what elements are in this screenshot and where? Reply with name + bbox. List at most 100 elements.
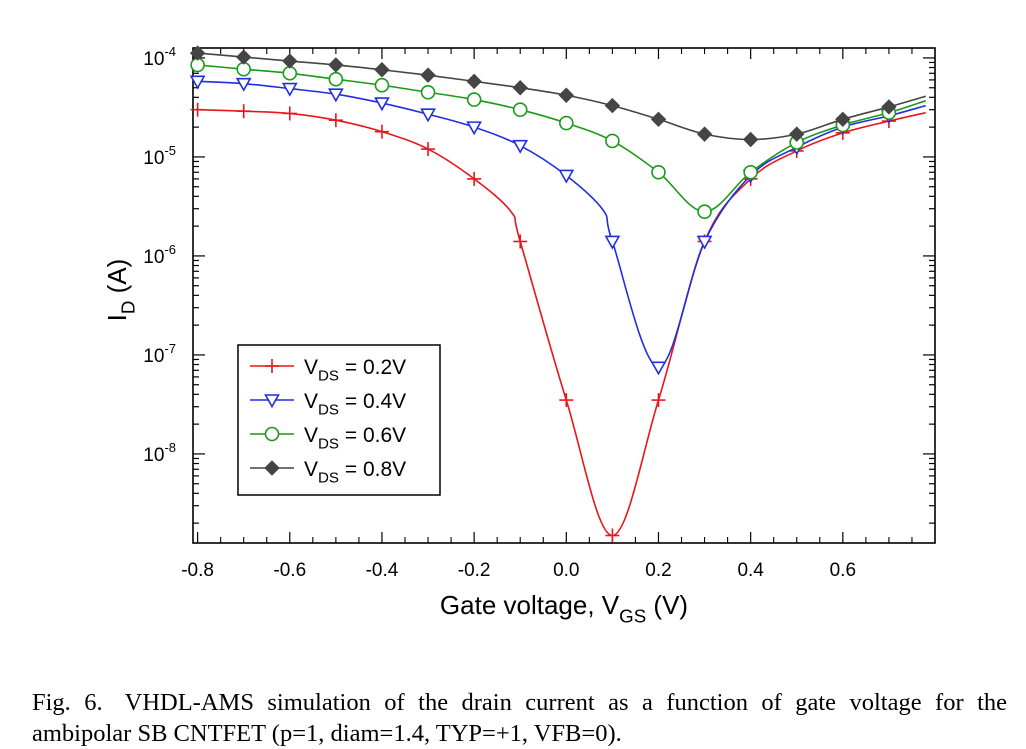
series-point [789, 126, 805, 142]
series-point [421, 142, 436, 157]
y-tick-label: 10-4 [143, 44, 176, 70]
y-axis-label-main: I [102, 314, 132, 321]
legend-label-unit: = 0.2V [339, 356, 406, 379]
series-point [466, 121, 483, 136]
caption-label: Fig. 6. [32, 688, 103, 716]
figure-caption: Fig. 6. VHDL-AMS simulation of the drain … [32, 687, 1007, 749]
series-point [650, 111, 667, 128]
chart: 10-810-710-610-510-4-0.8 -0.6 -0.4 -0.2 0.0 0… [102, 44, 936, 626]
x-tick-label: 0.4 [737, 560, 764, 581]
y-tick-label-base: 10 [143, 247, 164, 268]
series-point [559, 393, 574, 408]
series-point [235, 77, 252, 92]
x-tick-label: -0.8 [181, 560, 214, 581]
series-point [559, 115, 574, 131]
legend-label-unit: = 0.6V [339, 424, 406, 447]
y-tick-label-exp: -8 [164, 440, 176, 455]
series-point [235, 49, 252, 65]
y-tick-label-exp: -7 [164, 341, 176, 356]
series-point [743, 164, 758, 180]
legend-marker [264, 394, 280, 409]
x-tick-label: -0.2 [458, 560, 491, 581]
legend-label-main: V [304, 390, 318, 413]
legend-marker [264, 426, 280, 442]
y-tick-label-exp: -5 [164, 143, 176, 158]
series-point [466, 92, 482, 107]
series-point [651, 393, 666, 408]
series-point [605, 528, 620, 543]
series-point [420, 84, 436, 100]
series-point [605, 133, 620, 149]
series-point [696, 126, 713, 142]
series-point [512, 102, 528, 118]
series-point [651, 164, 666, 180]
legend-label-sub: DS [318, 368, 339, 385]
legend-label: VDS = 0.4V [304, 390, 406, 419]
y-tick-label-base: 10 [143, 148, 164, 169]
x-axis-label-sub: GS [619, 605, 646, 626]
legend-marker [264, 460, 280, 476]
legend-item: VDS = 0.6V [250, 424, 406, 453]
legend-item: VDS = 0.4V [250, 390, 406, 419]
series-point [236, 104, 251, 119]
legend-item: VDS = 0.8V [250, 458, 406, 487]
y-axis-label: ID (A) [102, 259, 138, 322]
series-point [189, 45, 206, 61]
series-point [374, 77, 390, 93]
series-point [189, 75, 206, 90]
series-point [696, 235, 713, 250]
x-axis-label: Gate voltage, VGS (V) [440, 590, 688, 626]
series-point [466, 73, 482, 90]
series-point [512, 139, 529, 154]
series-point [328, 57, 344, 73]
x-tick-label: -0.4 [366, 560, 399, 581]
legend-marker [265, 359, 279, 373]
series-point [467, 171, 482, 186]
y-tick-label: 10-8 [143, 440, 176, 466]
series-point [697, 204, 712, 219]
series-point [604, 235, 621, 250]
series-point [604, 97, 621, 114]
series-point [881, 99, 897, 115]
legend-label-unit: = 0.8V [339, 458, 406, 481]
y-tick-label: 10-5 [143, 143, 176, 169]
series-point [374, 62, 390, 78]
y-tick-label: 10-6 [143, 242, 176, 268]
legend-label-sub: DS [318, 470, 339, 487]
series-point [328, 113, 343, 128]
legend-label-main: V [304, 424, 318, 447]
y-axis-label-sub: D [117, 301, 138, 315]
series-3 [189, 45, 927, 148]
series-point [513, 234, 528, 249]
series-point [374, 124, 389, 139]
y-axis-label-unit: (A) [102, 259, 132, 301]
legend-label: VDS = 0.6V [304, 424, 406, 453]
series-point [650, 361, 667, 376]
series-point [558, 169, 575, 184]
legend-label-main: V [304, 458, 318, 481]
series-point [282, 106, 297, 121]
series-point [190, 102, 205, 117]
legend-label: VDS = 0.2V [304, 356, 406, 385]
y-tick-label-base: 10 [143, 49, 164, 70]
series-point [328, 71, 344, 87]
x-tick-label: 0.6 [830, 560, 856, 581]
caption-text: VHDL-AMS simulation of the drain current… [32, 688, 1008, 747]
series-point [281, 82, 298, 97]
series-point [835, 111, 851, 128]
legend-label-sub: DS [318, 436, 339, 453]
series-point [512, 80, 528, 96]
y-tick-label-base: 10 [143, 445, 164, 466]
series-point [374, 97, 390, 112]
legend-label-unit: = 0.4V [339, 390, 406, 413]
legend-item: VDS = 0.2V [250, 356, 406, 385]
y-tick-label-exp: -6 [164, 242, 176, 257]
series-point [420, 108, 436, 123]
y-tick-label: 10-7 [143, 341, 176, 367]
x-axis-label-unit: (V) [646, 590, 688, 620]
series-point [327, 88, 344, 103]
y-tick-label-base: 10 [143, 346, 164, 367]
series-2 [190, 57, 927, 219]
x-tick-label: 0.0 [553, 560, 579, 581]
